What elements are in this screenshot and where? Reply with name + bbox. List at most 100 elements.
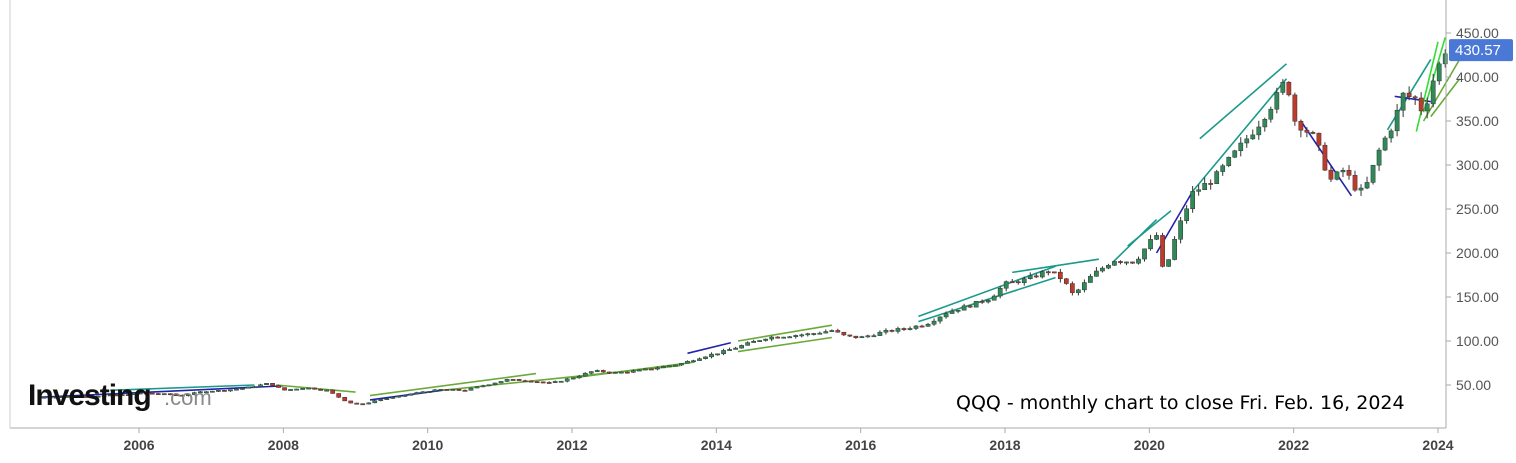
candle-down <box>606 371 612 374</box>
candle-down <box>1045 271 1051 274</box>
x-tick-label: 2006 <box>123 437 154 453</box>
trendline <box>1012 258 1099 274</box>
candle-down <box>600 370 606 373</box>
candle-down <box>775 336 781 339</box>
x-tick-label: 2022 <box>1278 437 1309 453</box>
candle-up <box>655 367 660 370</box>
candle-down <box>113 394 119 397</box>
candle-up <box>53 396 59 399</box>
y-tick-label: 50.00 <box>1456 377 1491 393</box>
candle-down <box>276 385 281 388</box>
candle-up <box>402 395 408 397</box>
candle-up <box>751 341 756 343</box>
candle-up <box>949 310 955 314</box>
candle-down <box>143 392 149 395</box>
last-price-marker: 430.57 <box>1445 39 1513 62</box>
chart-annotation: QQQ - monthly chart to close Fri. Feb. 1… <box>956 392 1405 414</box>
y-tick-label: 250.00 <box>1456 201 1499 217</box>
candle-up <box>691 360 696 363</box>
candle-up <box>432 389 438 392</box>
y-tick-label: 150.00 <box>1456 289 1499 305</box>
trendline <box>1394 95 1431 103</box>
candle-down <box>510 379 516 381</box>
x-tick-label: 2008 <box>268 437 299 453</box>
candle-up <box>1364 182 1370 189</box>
candle-up <box>907 328 913 330</box>
candle-up <box>883 330 889 333</box>
candle-down <box>967 305 973 308</box>
candle-up <box>1244 138 1250 144</box>
candle-up <box>763 338 769 341</box>
candle-down <box>540 381 546 384</box>
candle-up <box>594 370 600 372</box>
candle-up <box>372 400 378 404</box>
candle-up <box>997 287 1003 297</box>
candle-down <box>462 389 468 392</box>
candle-up <box>1196 189 1202 192</box>
candle-up <box>1220 165 1226 172</box>
candle-up <box>685 360 690 364</box>
candle-up <box>1184 208 1189 221</box>
candle-up <box>228 389 233 392</box>
watermark-logo-suffix: .com <box>164 385 212 410</box>
candle-up <box>1136 258 1141 264</box>
candle-up <box>1214 171 1220 184</box>
trendline <box>110 384 255 392</box>
candle-up <box>486 384 492 387</box>
candle-up <box>733 347 738 350</box>
candle-up <box>89 396 95 398</box>
candle-down <box>516 379 522 381</box>
candle-down <box>522 380 528 383</box>
candle-down <box>330 389 336 394</box>
candle-up <box>823 331 829 334</box>
candle-up <box>1436 63 1442 82</box>
candle-down <box>901 328 907 330</box>
candle-up <box>985 299 991 303</box>
candle-up <box>384 398 390 400</box>
candle-up <box>1112 261 1117 266</box>
candle-up <box>1424 103 1430 112</box>
candle-up <box>727 349 732 351</box>
candle-up <box>618 371 624 374</box>
candle-down <box>1118 261 1123 263</box>
candle-down <box>1015 281 1021 284</box>
candle-up <box>408 393 414 396</box>
candle-up <box>1250 134 1256 140</box>
candle-up <box>1154 235 1159 240</box>
x-tick-label: 2010 <box>412 437 443 453</box>
candle-up <box>324 389 330 392</box>
trendlines <box>37 37 1461 401</box>
candle-up <box>1334 171 1340 180</box>
candle-down <box>1328 169 1334 180</box>
candle-down <box>1057 271 1063 280</box>
candle-up <box>943 313 949 318</box>
candle-up <box>1076 289 1081 293</box>
candle-up <box>1094 270 1099 277</box>
candle-up <box>673 364 678 367</box>
candle-up <box>1100 267 1105 272</box>
candle-down <box>1406 92 1412 97</box>
candle-up <box>185 394 191 397</box>
candle-down <box>835 330 841 333</box>
candle-up <box>450 389 456 391</box>
candle-up <box>1003 281 1009 289</box>
y-tick-label: 200.00 <box>1456 245 1499 261</box>
trendline <box>1199 63 1287 140</box>
trendline <box>369 372 537 397</box>
candle-up <box>817 332 823 335</box>
x-axis-ticks: 2006 2008 2010 2012 2014 2016 2018 2020 2022 2024 <box>123 428 1454 453</box>
candle-up <box>757 340 763 342</box>
candle-down <box>173 394 179 397</box>
candle-up <box>1148 239 1153 250</box>
candle-up <box>805 333 811 336</box>
candle-up <box>204 391 209 394</box>
candle-down <box>1130 261 1135 264</box>
x-tick-label: 2020 <box>1134 437 1165 453</box>
candle-up <box>1190 191 1195 210</box>
candle-up <box>859 336 865 339</box>
candle-up <box>787 336 793 339</box>
candle-up <box>1382 137 1388 151</box>
candle-up <box>739 345 744 349</box>
